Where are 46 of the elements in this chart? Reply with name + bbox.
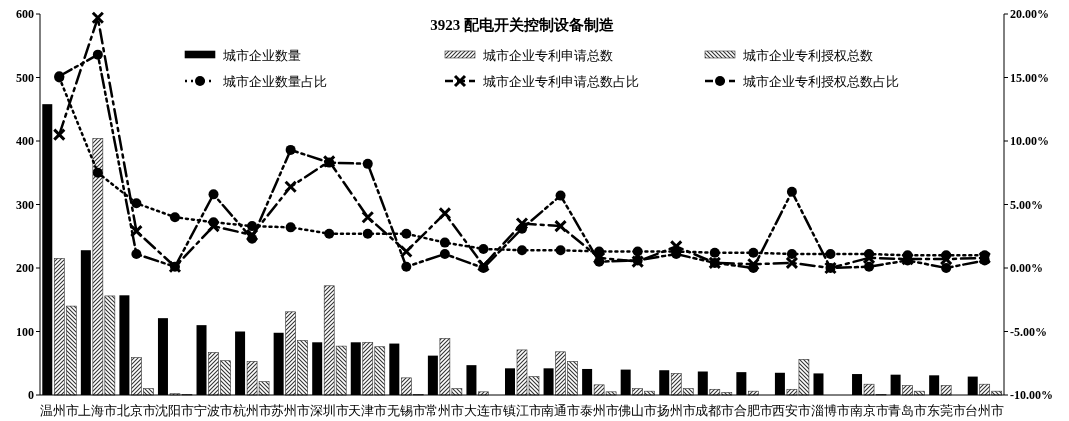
x-tick-label: 大连市 <box>463 403 503 418</box>
y2-tick-label: 20.00% <box>1010 7 1049 21</box>
x-tick-label: 佛山市 <box>618 403 658 418</box>
x-tick-label: 扬州市 <box>656 403 696 418</box>
x-tick-label: 温州市 <box>39 403 79 418</box>
x-tick-label: 天津市 <box>348 403 388 418</box>
x-tick-label: 合肥市 <box>733 403 773 418</box>
x-tick-label: 深圳市 <box>309 403 349 418</box>
y-tick-label: 400 <box>16 134 34 148</box>
y-tick-label: 200 <box>16 261 34 275</box>
legend-label: 城市企业专利申请总数占比 <box>482 74 639 89</box>
x-tick-label: 东莞市 <box>926 403 966 418</box>
chart-title: 3923 配电开关控制设备制造 <box>430 17 615 33</box>
y2-tick-label: -5.00% <box>1010 324 1047 339</box>
x-tick-label: 南京市 <box>849 403 889 418</box>
x-tick-label: 成都市 <box>695 403 735 418</box>
x-tick-label: 淄博市 <box>810 403 850 418</box>
x-tick-label: 北京市 <box>116 403 156 418</box>
y2-tick-label: 5.00% <box>1010 197 1043 212</box>
x-tick-label: 常州市 <box>425 403 465 418</box>
x-tick-label: 镇江市 <box>501 403 542 418</box>
y-tick-label: 300 <box>16 197 34 212</box>
x-tick-label: 台州市 <box>965 403 1005 418</box>
x-tick-label: 南通市 <box>541 403 581 418</box>
y-tick-label: 100 <box>16 324 34 339</box>
legend-label: 城市企业专利授权总数 <box>742 48 873 63</box>
x-tick-label: 苏州市 <box>271 403 311 418</box>
x-tick-label: 泰州市 <box>579 403 619 418</box>
legend-label: 城市企业数量占比 <box>222 74 327 89</box>
legend-label: 城市企业数量 <box>222 48 301 63</box>
x-tick-label: 上海市 <box>78 403 118 418</box>
x-tick-label: 杭州市 <box>231 403 272 418</box>
x-tick-label: 西安市 <box>772 403 812 418</box>
y-tick-label: 500 <box>16 70 34 85</box>
legend-label: 城市企业专利授权总数占比 <box>742 74 899 89</box>
x-tick-label: 宁波市 <box>194 403 234 418</box>
y2-tick-label: 0.00% <box>1010 261 1043 275</box>
y-tick-label: 0 <box>28 388 34 402</box>
legend-label: 城市企业专利申请总数 <box>482 48 613 63</box>
y-tick-label: 600 <box>16 7 34 21</box>
y2-tick-label: -10.00% <box>1010 388 1053 402</box>
y2-tick-label: 15.00% <box>1010 70 1049 85</box>
y2-tick-label: 10.00% <box>1010 134 1049 148</box>
x-tick-label: 沈阳市 <box>155 403 195 418</box>
x-tick-label: 青岛市 <box>888 403 928 418</box>
x-tick-label: 无锡市 <box>386 403 426 418</box>
